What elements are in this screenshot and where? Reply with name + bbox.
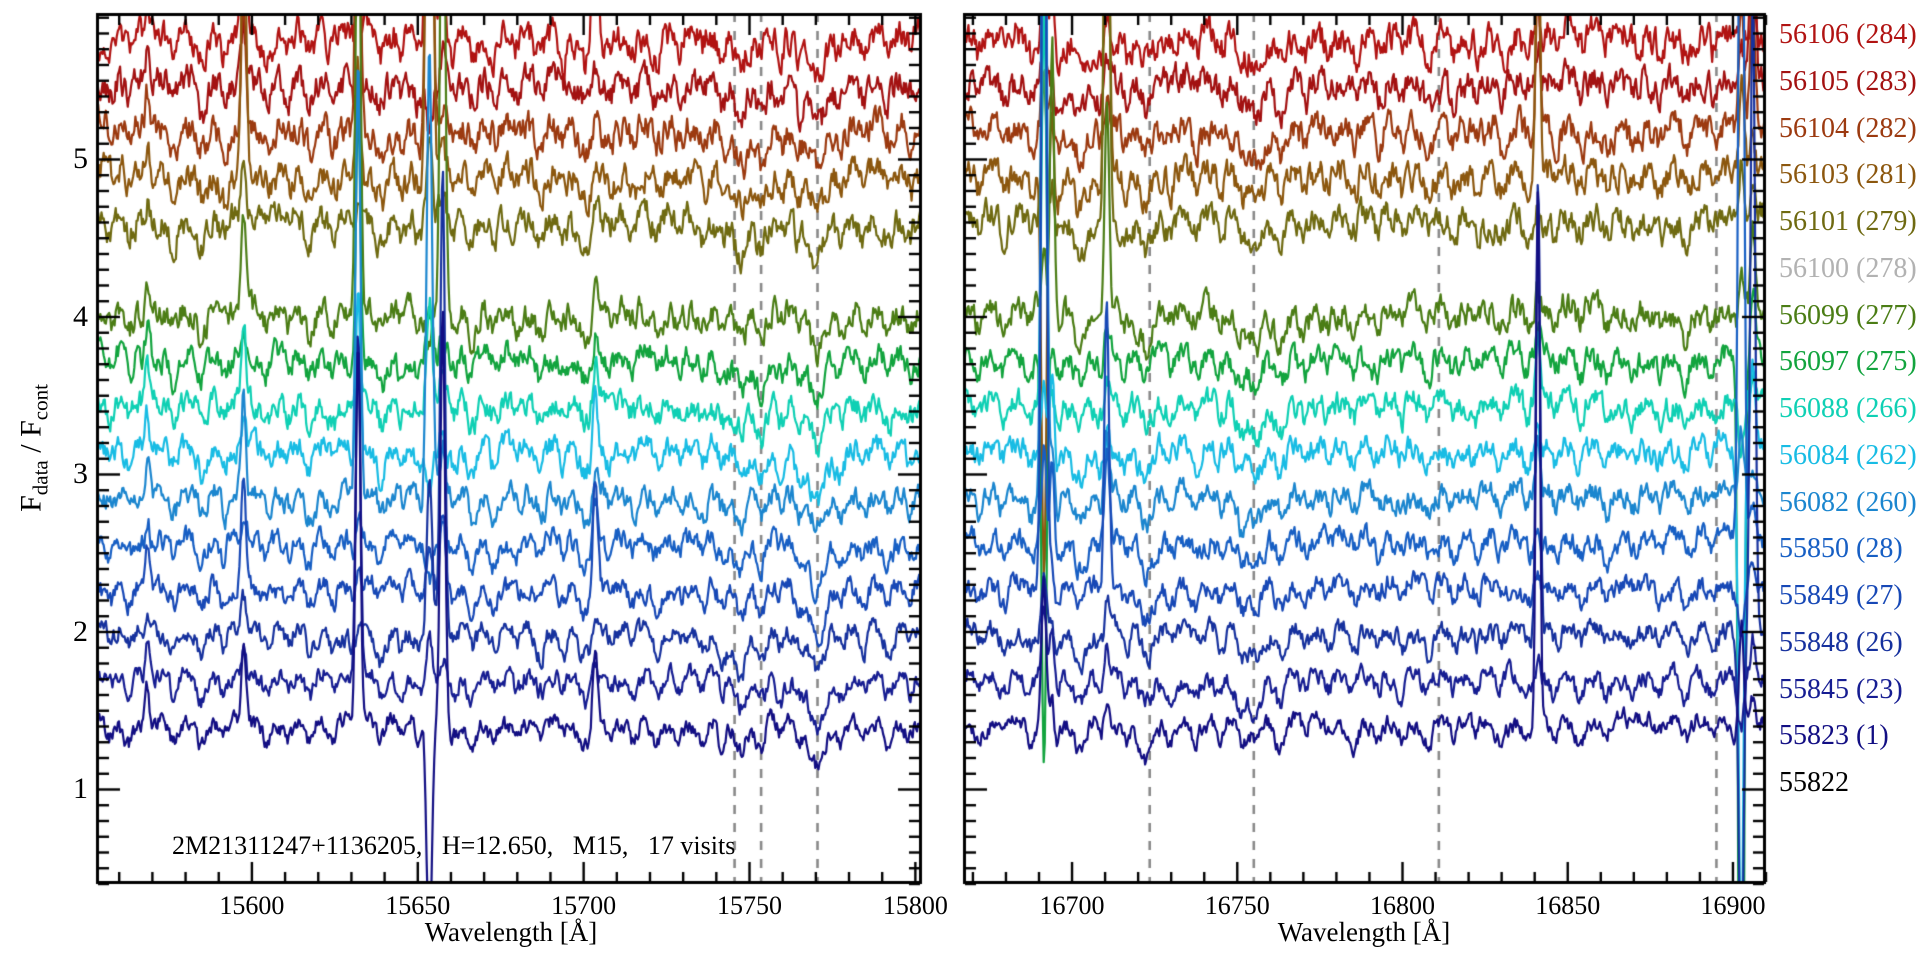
- x-tick-label: 16850: [1535, 891, 1601, 920]
- x-tick-label: 16750: [1204, 891, 1270, 920]
- x-tick-label: 15700: [551, 891, 617, 920]
- visit-label: 56101 (279): [1779, 206, 1917, 237]
- visit-label: 55845 (23): [1779, 673, 1903, 705]
- y-tick-label: 2: [73, 614, 88, 648]
- visit-label: 56100 (278): [1779, 252, 1917, 284]
- visit-label: 55849 (27): [1779, 580, 1903, 611]
- visit-label: 55822: [1779, 767, 1849, 798]
- x-tick-label: 15650: [385, 891, 451, 920]
- x-tick-label: 16700: [1039, 891, 1105, 920]
- visit-label: 56106 (284): [1779, 19, 1917, 50]
- visit-label: 56082 (260): [1779, 486, 1917, 518]
- y-tick-label: 5: [73, 142, 88, 176]
- x-tick-label: 15800: [882, 891, 948, 920]
- y-tick-label: 1: [73, 772, 88, 806]
- visit-label: 56084 (262): [1779, 439, 1917, 471]
- visit-label: 56088 (266): [1779, 393, 1917, 424]
- visit-label: 55850 (28): [1779, 533, 1903, 565]
- y-tick-label: 4: [73, 299, 88, 333]
- x-tick-label: 16900: [1700, 891, 1766, 920]
- target-annotation: 2M21311247+1136205, H=12.650, M15, 17 vi…: [172, 831, 736, 860]
- visit-label: 56103 (281): [1779, 159, 1917, 191]
- x-tick-label: 15750: [717, 891, 782, 920]
- x-axis-title-left: Wavelength [Å]: [424, 917, 598, 947]
- x-tick-label: 16800: [1370, 891, 1435, 920]
- visit-label: 56104 (282): [1779, 112, 1917, 144]
- visit-label: 55823 (1): [1779, 720, 1889, 752]
- y-axis-title: Fdata / Fcont: [14, 384, 53, 512]
- y-tick-label: 3: [73, 457, 88, 491]
- visit-label: 56105 (283): [1779, 65, 1917, 97]
- visit-label: 55848 (26): [1779, 626, 1903, 658]
- x-axis-title-right: Wavelength [Å]: [1277, 917, 1451, 947]
- visit-label: 56097 (275): [1779, 346, 1917, 378]
- x-tick-label: 15600: [219, 891, 285, 920]
- visit-label: 56099 (277): [1779, 299, 1917, 331]
